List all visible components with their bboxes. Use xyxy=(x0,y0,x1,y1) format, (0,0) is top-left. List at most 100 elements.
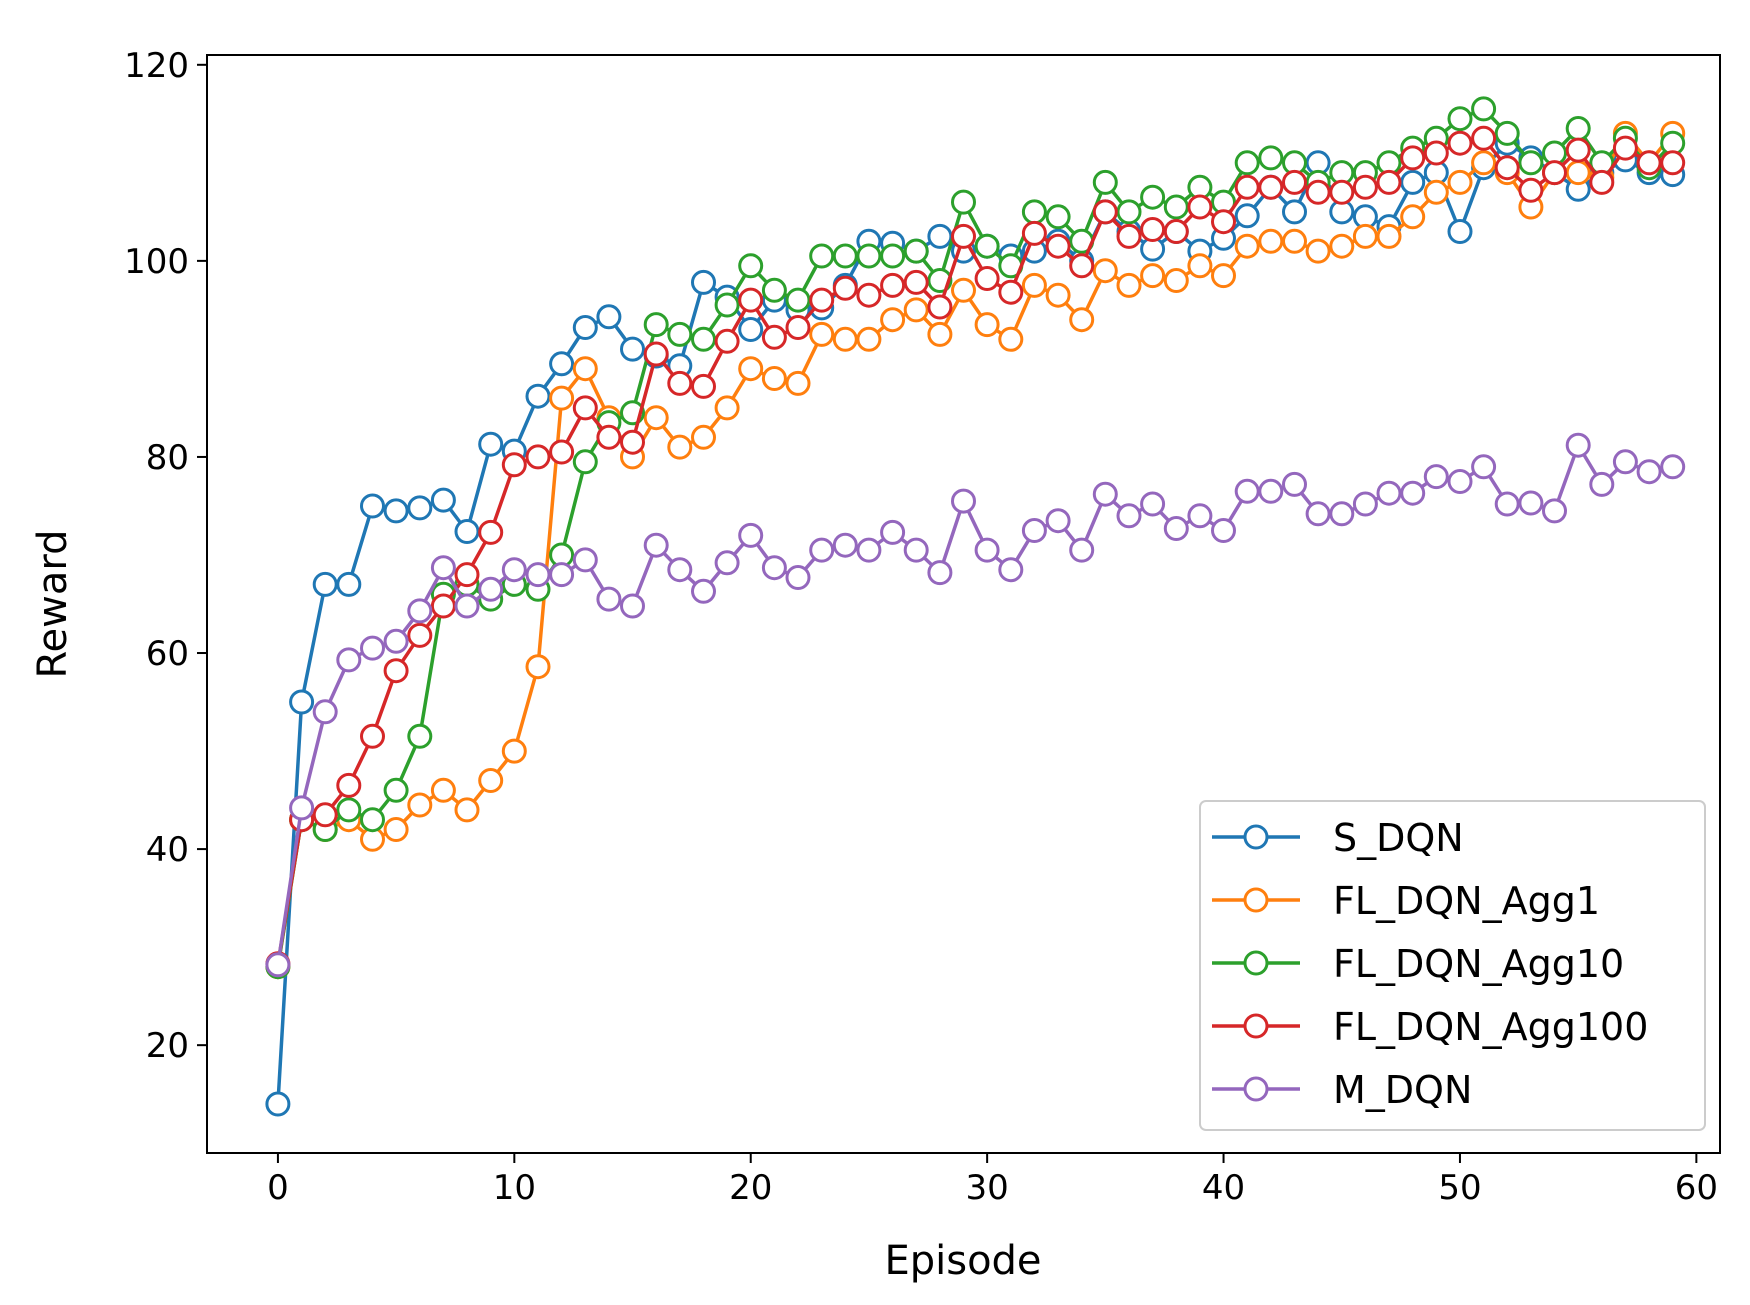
data-point-m-dqn xyxy=(785,565,811,590)
data-point-fl-dqn-agg100 xyxy=(1258,174,1284,200)
data-point-m-dqn xyxy=(1021,518,1047,543)
data-point-fl-dqn-agg10 xyxy=(738,253,764,279)
data-point-fl-dqn-agg100 xyxy=(667,370,693,396)
data-point-m-dqn xyxy=(714,550,740,576)
data-point-m-dqn xyxy=(643,532,669,558)
data-point-fl-dqn-agg1 xyxy=(785,370,811,396)
data-point-m-dqn xyxy=(549,562,575,588)
data-point-fl-dqn-agg1 xyxy=(1565,160,1591,186)
x-tick-label: 20 xyxy=(729,1168,772,1208)
data-point-m-dqn xyxy=(454,593,480,619)
data-point-fl-dqn-agg100 xyxy=(1234,174,1260,200)
x-tick-label: 50 xyxy=(1438,1168,1481,1208)
data-point-fl-dqn-agg100 xyxy=(360,723,385,749)
data-point-m-dqn xyxy=(809,537,835,563)
data-point-m-dqn xyxy=(478,576,504,602)
data-point-s-dqn xyxy=(620,336,645,362)
data-point-fl-dqn-agg1 xyxy=(383,817,409,842)
legend-item-s-dqn: S_DQN xyxy=(1212,816,1464,860)
data-point-fl-dqn-agg100 xyxy=(454,562,480,588)
data-point-m-dqn xyxy=(832,532,858,558)
data-point-s-dqn xyxy=(336,571,362,597)
data-point-fl-dqn-agg1 xyxy=(1423,179,1449,205)
data-point-m-dqn xyxy=(1234,478,1260,504)
data-point-fl-dqn-agg10 xyxy=(903,238,929,264)
data-point-s-dqn xyxy=(478,431,504,457)
plot-frame xyxy=(206,54,1721,1154)
data-point-fl-dqn-agg100 xyxy=(951,223,976,249)
data-point-fl-dqn-agg1 xyxy=(1400,204,1426,230)
data-point-fl-dqn-agg1 xyxy=(856,326,882,352)
data-point-fl-dqn-agg10 xyxy=(1163,194,1189,220)
data-point-fl-dqn-agg1 xyxy=(927,321,953,347)
data-point-m-dqn xyxy=(383,628,409,654)
series-layer xyxy=(265,96,1686,1117)
data-point-s-dqn xyxy=(691,269,716,295)
legend-marker xyxy=(1243,950,1269,976)
legend-marker xyxy=(1243,824,1269,850)
data-point-m-dqn xyxy=(998,557,1024,583)
data-point-m-dqn xyxy=(1447,469,1473,494)
y-tick-label: 60 xyxy=(146,634,189,674)
data-point-fl-dqn-agg100 xyxy=(1092,199,1118,225)
data-point-fl-dqn-agg1 xyxy=(1471,150,1497,176)
data-point-m-dqn xyxy=(501,557,527,583)
data-point-fl-dqn-agg1 xyxy=(549,385,575,411)
series-fl-dqn-agg10 xyxy=(265,96,1686,980)
data-point-s-dqn xyxy=(312,571,338,597)
data-point-m-dqn xyxy=(1494,491,1520,517)
data-point-fl-dqn-agg100 xyxy=(856,282,882,308)
data-point-fl-dqn-agg1 xyxy=(1352,223,1378,249)
data-point-m-dqn xyxy=(1423,464,1449,490)
data-point-fl-dqn-agg100 xyxy=(1376,169,1402,195)
data-point-s-dqn xyxy=(289,689,315,715)
data-point-fl-dqn-agg1 xyxy=(1305,238,1331,264)
data-point-fl-dqn-agg1 xyxy=(1140,263,1166,289)
legend: S_DQN FL_DQN_Agg1 FL_DQN_Agg10 FL_DQN_Agg10… xyxy=(1199,800,1706,1131)
data-point-s-dqn xyxy=(1400,169,1426,195)
data-point-fl-dqn-agg100 xyxy=(1660,150,1686,176)
data-point-m-dqn xyxy=(951,488,976,514)
data-point-fl-dqn-agg100 xyxy=(620,429,645,455)
data-point-fl-dqn-agg1 xyxy=(667,434,693,460)
legend-label: FL_DQN_Agg1 xyxy=(1333,879,1600,923)
data-point-fl-dqn-agg100 xyxy=(974,266,1000,291)
data-point-m-dqn xyxy=(620,593,645,619)
data-point-m-dqn xyxy=(1589,471,1615,497)
data-point-fl-dqn-agg100 xyxy=(785,315,811,340)
data-point-fl-dqn-agg1 xyxy=(572,356,598,382)
data-point-m-dqn xyxy=(738,522,764,548)
data-point-m-dqn xyxy=(974,537,1000,563)
data-point-fl-dqn-agg10 xyxy=(1140,184,1166,210)
data-point-fl-dqn-agg10 xyxy=(832,243,858,269)
data-point-fl-dqn-agg10 xyxy=(880,243,906,269)
data-point-fl-dqn-agg100 xyxy=(691,373,716,399)
data-point-fl-dqn-agg100 xyxy=(1494,155,1520,181)
data-point-fl-dqn-agg100 xyxy=(761,324,787,350)
data-point-m-dqn xyxy=(1471,454,1497,480)
data-point-fl-dqn-agg10 xyxy=(761,277,787,303)
data-point-fl-dqn-agg100 xyxy=(1187,194,1213,220)
data-point-fl-dqn-agg1 xyxy=(1447,169,1473,195)
data-point-fl-dqn-agg1 xyxy=(1211,263,1236,289)
data-point-m-dqn xyxy=(856,537,882,563)
series-fl-dqn-agg1 xyxy=(265,120,1686,980)
data-point-fl-dqn-agg1 xyxy=(1329,233,1355,259)
data-point-m-dqn xyxy=(761,555,787,581)
data-point-fl-dqn-agg100 xyxy=(1116,223,1142,249)
data-point-m-dqn xyxy=(667,557,693,583)
data-point-fl-dqn-agg1 xyxy=(738,356,764,382)
data-point-m-dqn xyxy=(1282,471,1307,497)
data-point-fl-dqn-agg100 xyxy=(1447,130,1473,156)
data-point-m-dqn xyxy=(1140,491,1166,517)
data-point-fl-dqn-agg1 xyxy=(643,405,669,431)
data-point-fl-dqn-agg100 xyxy=(478,519,504,545)
data-point-fl-dqn-agg10 xyxy=(643,312,669,338)
legend-marker xyxy=(1243,887,1269,913)
data-point-fl-dqn-agg100 xyxy=(1518,177,1544,203)
data-point-m-dqn xyxy=(572,547,598,573)
data-point-fl-dqn-agg10 xyxy=(785,287,811,313)
data-point-fl-dqn-agg10 xyxy=(1045,204,1071,230)
y-axis-label: Reward xyxy=(30,530,76,679)
